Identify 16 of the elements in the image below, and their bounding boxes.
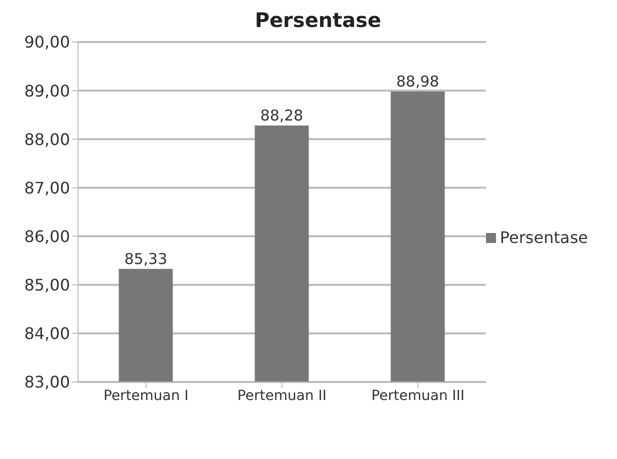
data-label: 88,28 — [260, 106, 304, 125]
y-tick-label: 90,00 — [24, 32, 70, 52]
chart-title: Persentase — [254, 8, 382, 32]
y-tick-label: 86,00 — [24, 226, 70, 246]
x-tick-label: Pertemuan II — [237, 388, 327, 404]
y-tick-label: 84,00 — [24, 324, 70, 344]
x-tick-label: Pertemuan III — [371, 388, 465, 404]
legend-label: Persentase — [500, 228, 588, 246]
y-tick-label: 87,00 — [24, 178, 70, 198]
data-label: 88,98 — [396, 72, 440, 91]
data-label: 85,33 — [124, 250, 168, 268]
y-tick-label: 88,00 — [24, 130, 70, 149]
y-tick-label: 83,00 — [24, 372, 70, 392]
x-tick-label: Pertemuan I — [104, 388, 188, 404]
y-tick-label: 89,00 — [24, 81, 70, 100]
y-tick-label: 85,00 — [24, 276, 70, 295]
